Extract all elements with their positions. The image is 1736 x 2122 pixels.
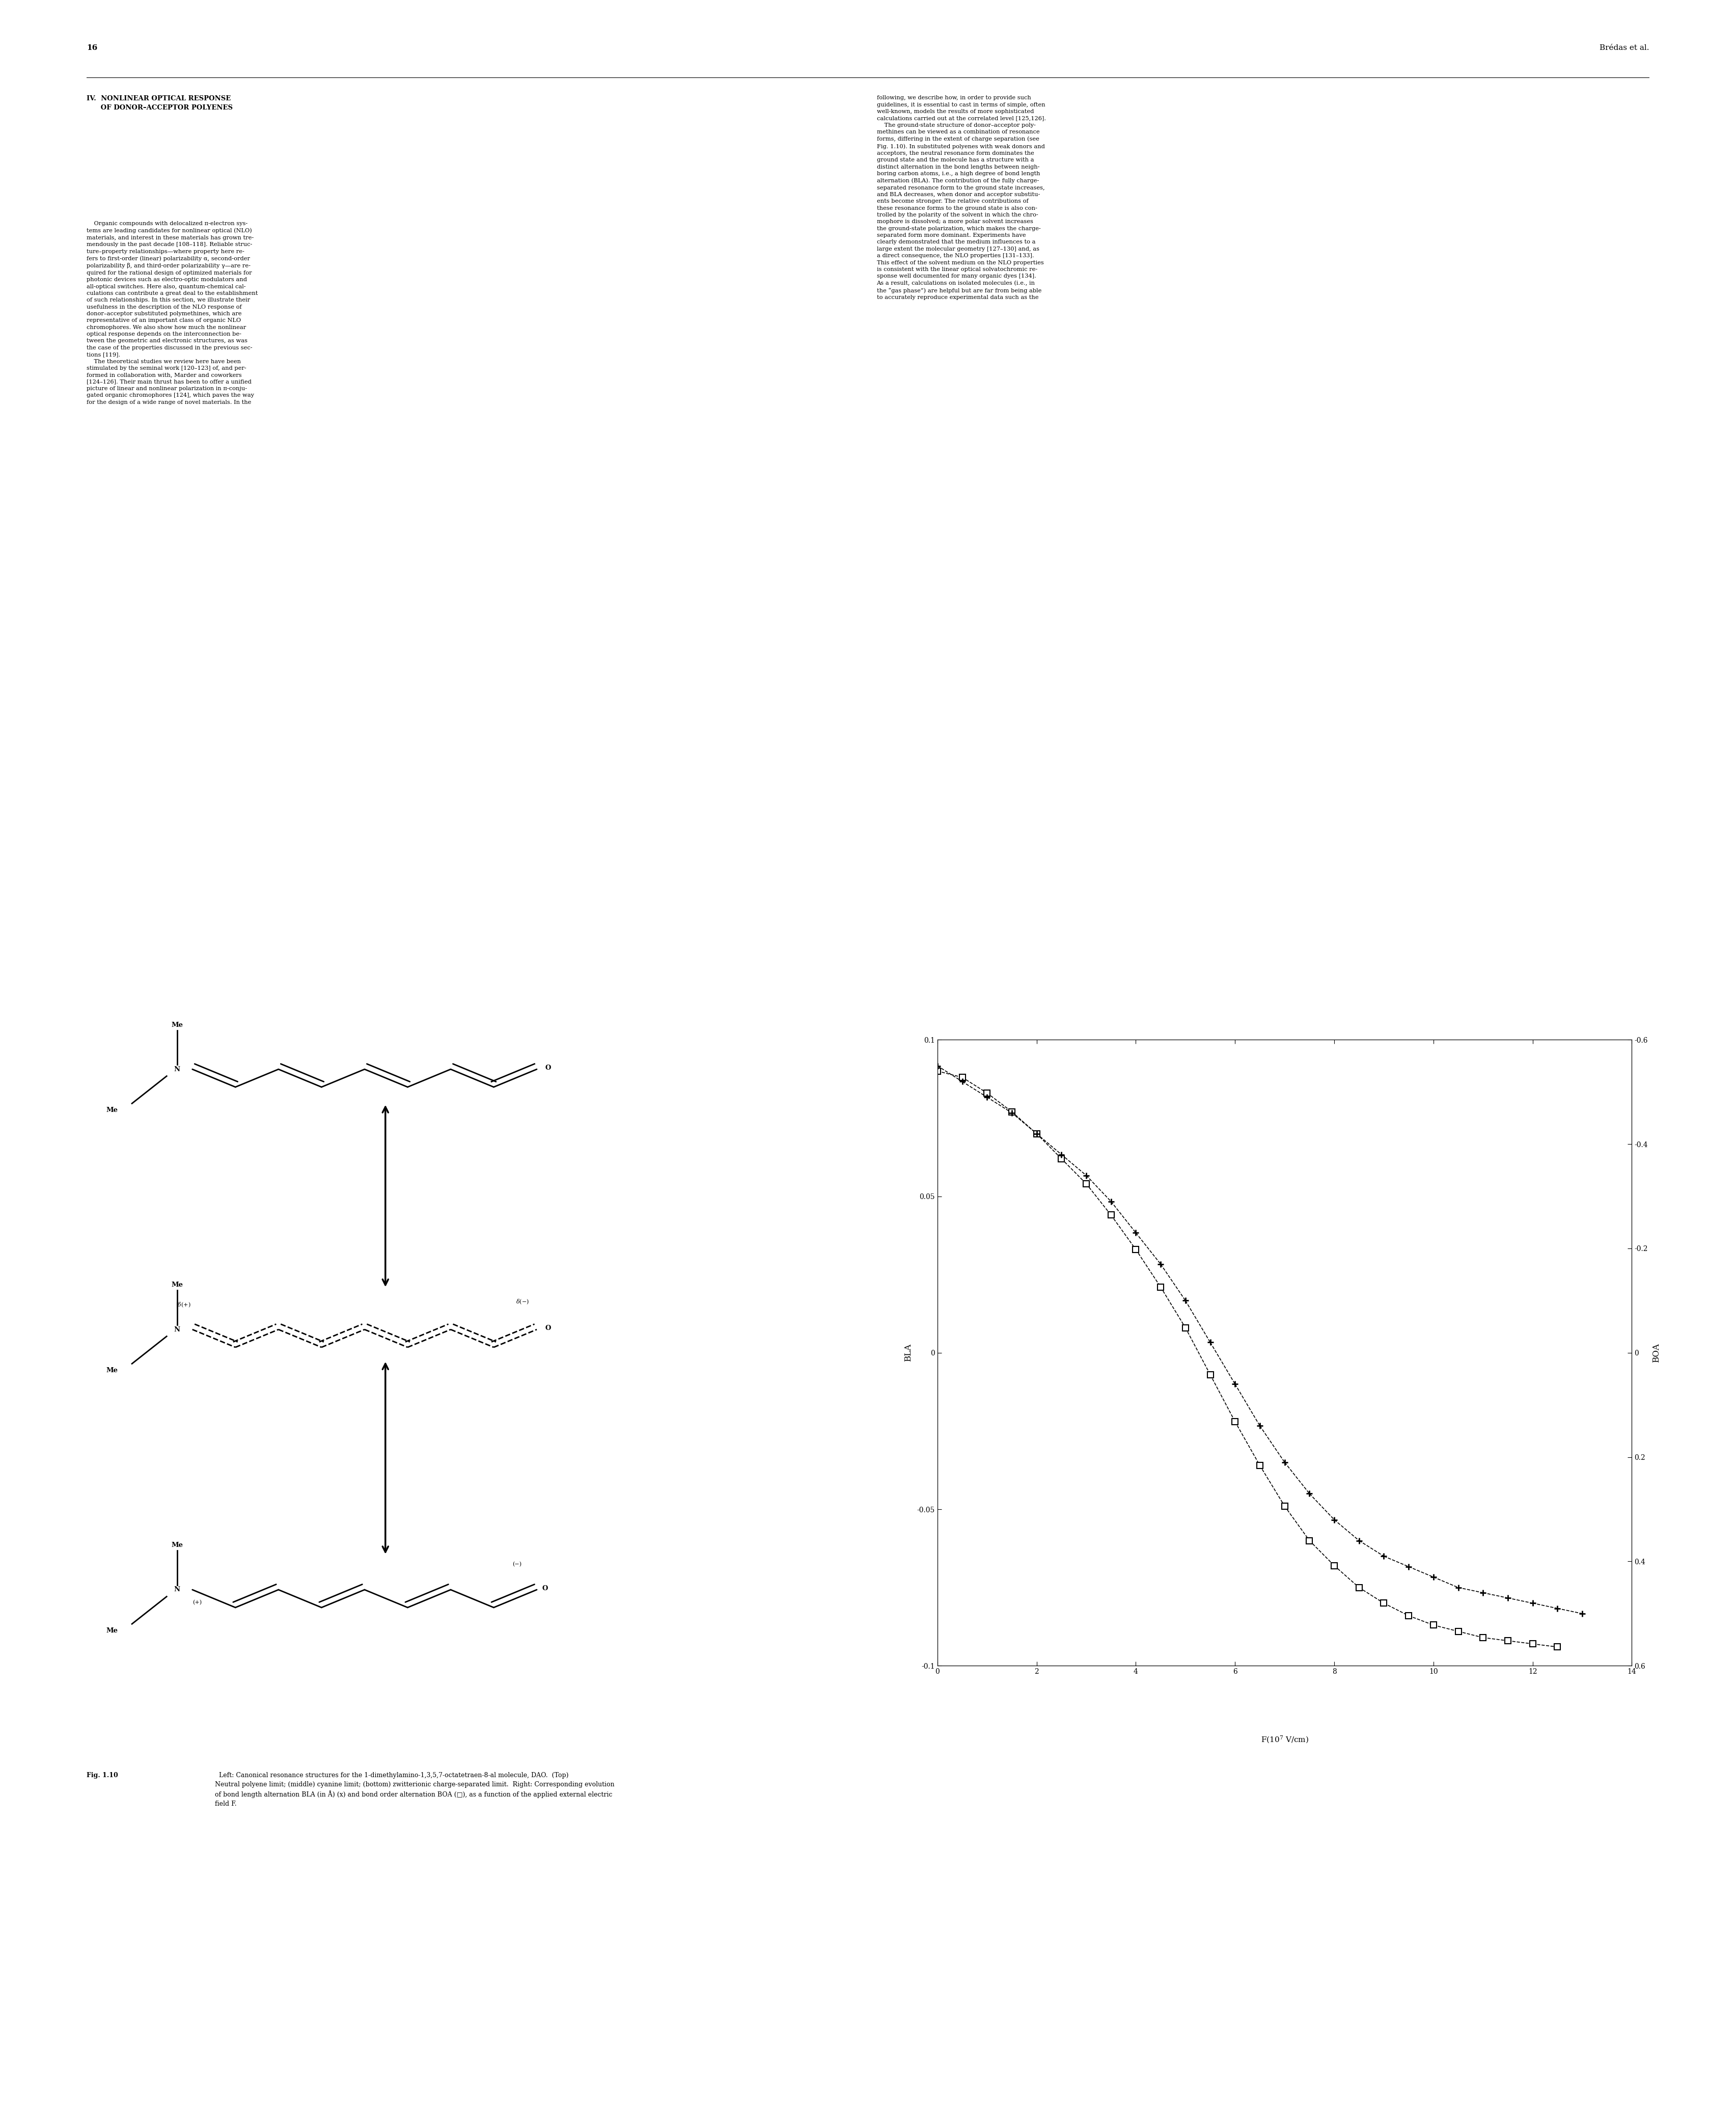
Text: N: N: [174, 1587, 181, 1594]
Text: Fig. 1.10: Fig. 1.10: [87, 1772, 118, 1778]
Text: O: O: [545, 1324, 550, 1330]
Text: Left: Canonical resonance structures for the 1-dimethylamino-1,3,5,7-octatetraen: Left: Canonical resonance structures for…: [215, 1772, 615, 1808]
Text: (−): (−): [512, 1562, 523, 1566]
Text: Me: Me: [106, 1367, 118, 1373]
Text: $|\delta(+)$: $|\delta(+)$: [175, 1301, 191, 1309]
Text: Me: Me: [106, 1628, 118, 1634]
Text: O: O: [545, 1065, 550, 1072]
Text: $\delta(-)$: $\delta(-)$: [516, 1299, 529, 1305]
Text: (+): (+): [193, 1600, 201, 1604]
Text: Me: Me: [172, 1021, 182, 1029]
Text: O: O: [542, 1585, 549, 1592]
Text: Organic compounds with delocalized π-electron sys-
tems are leading candidates f: Organic compounds with delocalized π-ele…: [87, 221, 259, 405]
Text: Me: Me: [172, 1282, 182, 1288]
Text: Brédas et al.: Brédas et al.: [1599, 45, 1649, 51]
Text: Me: Me: [106, 1108, 118, 1114]
Text: F(10$^7$ V/cm): F(10$^7$ V/cm): [1260, 1734, 1309, 1744]
Y-axis label: BOA: BOA: [1653, 1343, 1661, 1362]
Text: Me: Me: [172, 1543, 182, 1549]
Text: IV.  NONLINEAR OPTICAL RESPONSE
      OF DONOR–ACCEPTOR POLYENES: IV. NONLINEAR OPTICAL RESPONSE OF DONOR–…: [87, 95, 233, 110]
Text: N: N: [174, 1326, 181, 1333]
Text: 16: 16: [87, 45, 97, 51]
Text: following, we describe how, in order to provide such
guidelines, it is essential: following, we describe how, in order to …: [877, 95, 1045, 299]
Y-axis label: BLA: BLA: [904, 1343, 913, 1362]
Text: N: N: [174, 1065, 181, 1072]
